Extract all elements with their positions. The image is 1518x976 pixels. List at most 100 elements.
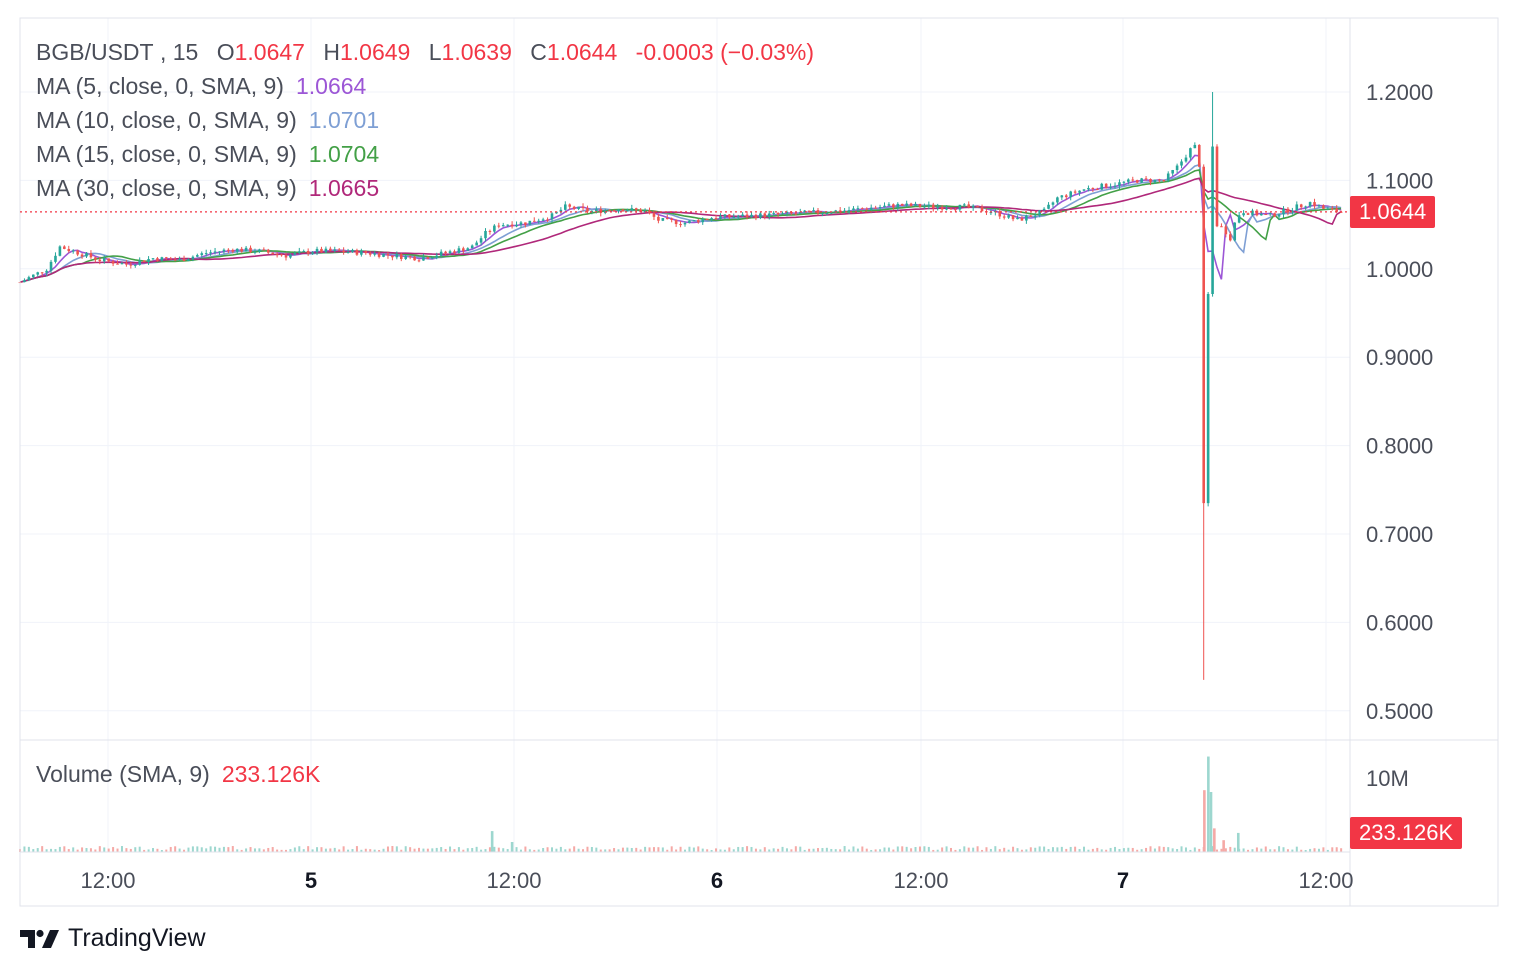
candle-body: [896, 203, 900, 208]
volume-bar: [502, 848, 505, 852]
chart-border: [19, 17, 1499, 907]
volume-bar: [630, 847, 633, 852]
candle-body: [1158, 179, 1161, 181]
volume-bar: [214, 846, 217, 852]
candle-body: [1308, 202, 1312, 207]
candle-body: [883, 205, 886, 208]
volume-bar: [1171, 848, 1174, 852]
volume-bar: [45, 849, 48, 852]
volume-bar: [480, 849, 483, 852]
volume-bar: [1114, 846, 1117, 852]
ma10-legend[interactable]: MA (10, close, 0, SMA, 9) 1.0701: [36, 103, 379, 137]
volume-bar: [200, 847, 203, 852]
candle-body: [298, 251, 301, 253]
candle-body: [989, 212, 993, 214]
candle-body: [1251, 210, 1254, 215]
volume-bar: [817, 848, 819, 852]
price-tick-label: 0.9000: [1366, 345, 1433, 370]
candle-body: [812, 210, 815, 212]
volume-bar: [466, 848, 469, 852]
candle-body: [785, 211, 789, 214]
volume-bar: [103, 847, 106, 852]
candle-body: [1180, 161, 1183, 166]
candle-body: [963, 204, 966, 206]
volume-bar: [249, 847, 252, 852]
candle-body: [289, 254, 292, 258]
candle-body: [763, 213, 767, 218]
volume-bar: [262, 849, 265, 852]
ma15-legend[interactable]: MA (15, close, 0, SMA, 9) 1.0704: [36, 137, 379, 171]
volume-bar: [457, 847, 460, 852]
candle-body: [1268, 213, 1272, 215]
candle-body: [364, 250, 368, 254]
volume-bar: [143, 849, 146, 852]
volume-bar: [1220, 848, 1223, 852]
volume-bar: [391, 846, 394, 852]
candle-body: [710, 218, 713, 220]
candle-body: [1020, 218, 1024, 221]
volume-bar: [418, 847, 420, 852]
volume-bar: [41, 846, 44, 852]
volume-bar: [112, 847, 115, 852]
volume-bar: [347, 849, 350, 852]
volume-bar: [169, 846, 172, 852]
volume-bar: [444, 848, 447, 852]
close-label: C: [530, 39, 547, 65]
last-price-tag: 1.0644: [1350, 196, 1436, 228]
candle-body: [1127, 179, 1130, 182]
ma30-legend[interactable]: MA (30, close, 0, SMA, 9) 1.0665: [36, 171, 379, 205]
volume-bar: [1065, 848, 1068, 852]
time-tick-label: 7: [1117, 868, 1129, 893]
volume-bar: [1020, 849, 1023, 852]
candle-body: [284, 255, 288, 258]
ma-line-15: [19, 169, 1342, 283]
volume-bar: [54, 849, 57, 852]
volume-spike-bar: [1213, 828, 1216, 852]
candle-body: [1282, 208, 1285, 215]
candle-body: [564, 204, 567, 210]
symbol-label[interactable]: BGB/USDT: [36, 39, 154, 65]
candle-body: [23, 280, 26, 283]
candle-body: [36, 272, 40, 275]
candle-body: [515, 224, 518, 227]
candle-body: [382, 254, 385, 257]
candle-body: [151, 258, 155, 260]
volume-bar: [639, 849, 642, 852]
volume-legend[interactable]: Volume (SMA, 9) 233.126K: [36, 757, 320, 791]
candle-body: [807, 210, 811, 212]
candle-body: [333, 249, 337, 251]
volume-bar: [887, 847, 890, 852]
ohlc-legend: BGB/USDT , 15 O1.0647 H1.0649 L1.0639 C1…: [36, 35, 814, 69]
candle-body: [431, 257, 434, 259]
candle-body: [1100, 183, 1104, 190]
candle-body: [107, 258, 110, 262]
candle-body: [905, 203, 908, 206]
volume-bar: [63, 846, 66, 852]
candle-body: [954, 209, 957, 211]
candle-body: [1255, 210, 1259, 216]
candle-body: [630, 208, 634, 211]
volume-bar: [604, 849, 607, 852]
volume-bar: [657, 847, 660, 852]
candle-body: [559, 209, 563, 212]
candle-body: [1122, 181, 1126, 183]
volume-bar: [218, 847, 221, 852]
candle-body: [639, 209, 642, 213]
ma5-legend[interactable]: MA (5, close, 0, SMA, 9) 1.0664: [36, 69, 366, 103]
volume-bar: [621, 847, 624, 852]
tradingview-logo[interactable]: TradingView: [20, 924, 206, 953]
volume-bar: [1078, 849, 1081, 852]
volume-bar: [799, 846, 802, 852]
candle-body: [187, 259, 190, 262]
candle-body: [422, 257, 425, 261]
pane-frame: [19, 17, 1499, 907]
candle-body: [27, 277, 31, 281]
candle-body: [945, 208, 948, 210]
candle-body: [825, 213, 829, 215]
candle-body: [501, 225, 505, 227]
candle-body: [1104, 183, 1108, 188]
candle-body: [360, 250, 363, 255]
volume-bar: [160, 849, 163, 852]
volume-bar: [50, 848, 53, 852]
